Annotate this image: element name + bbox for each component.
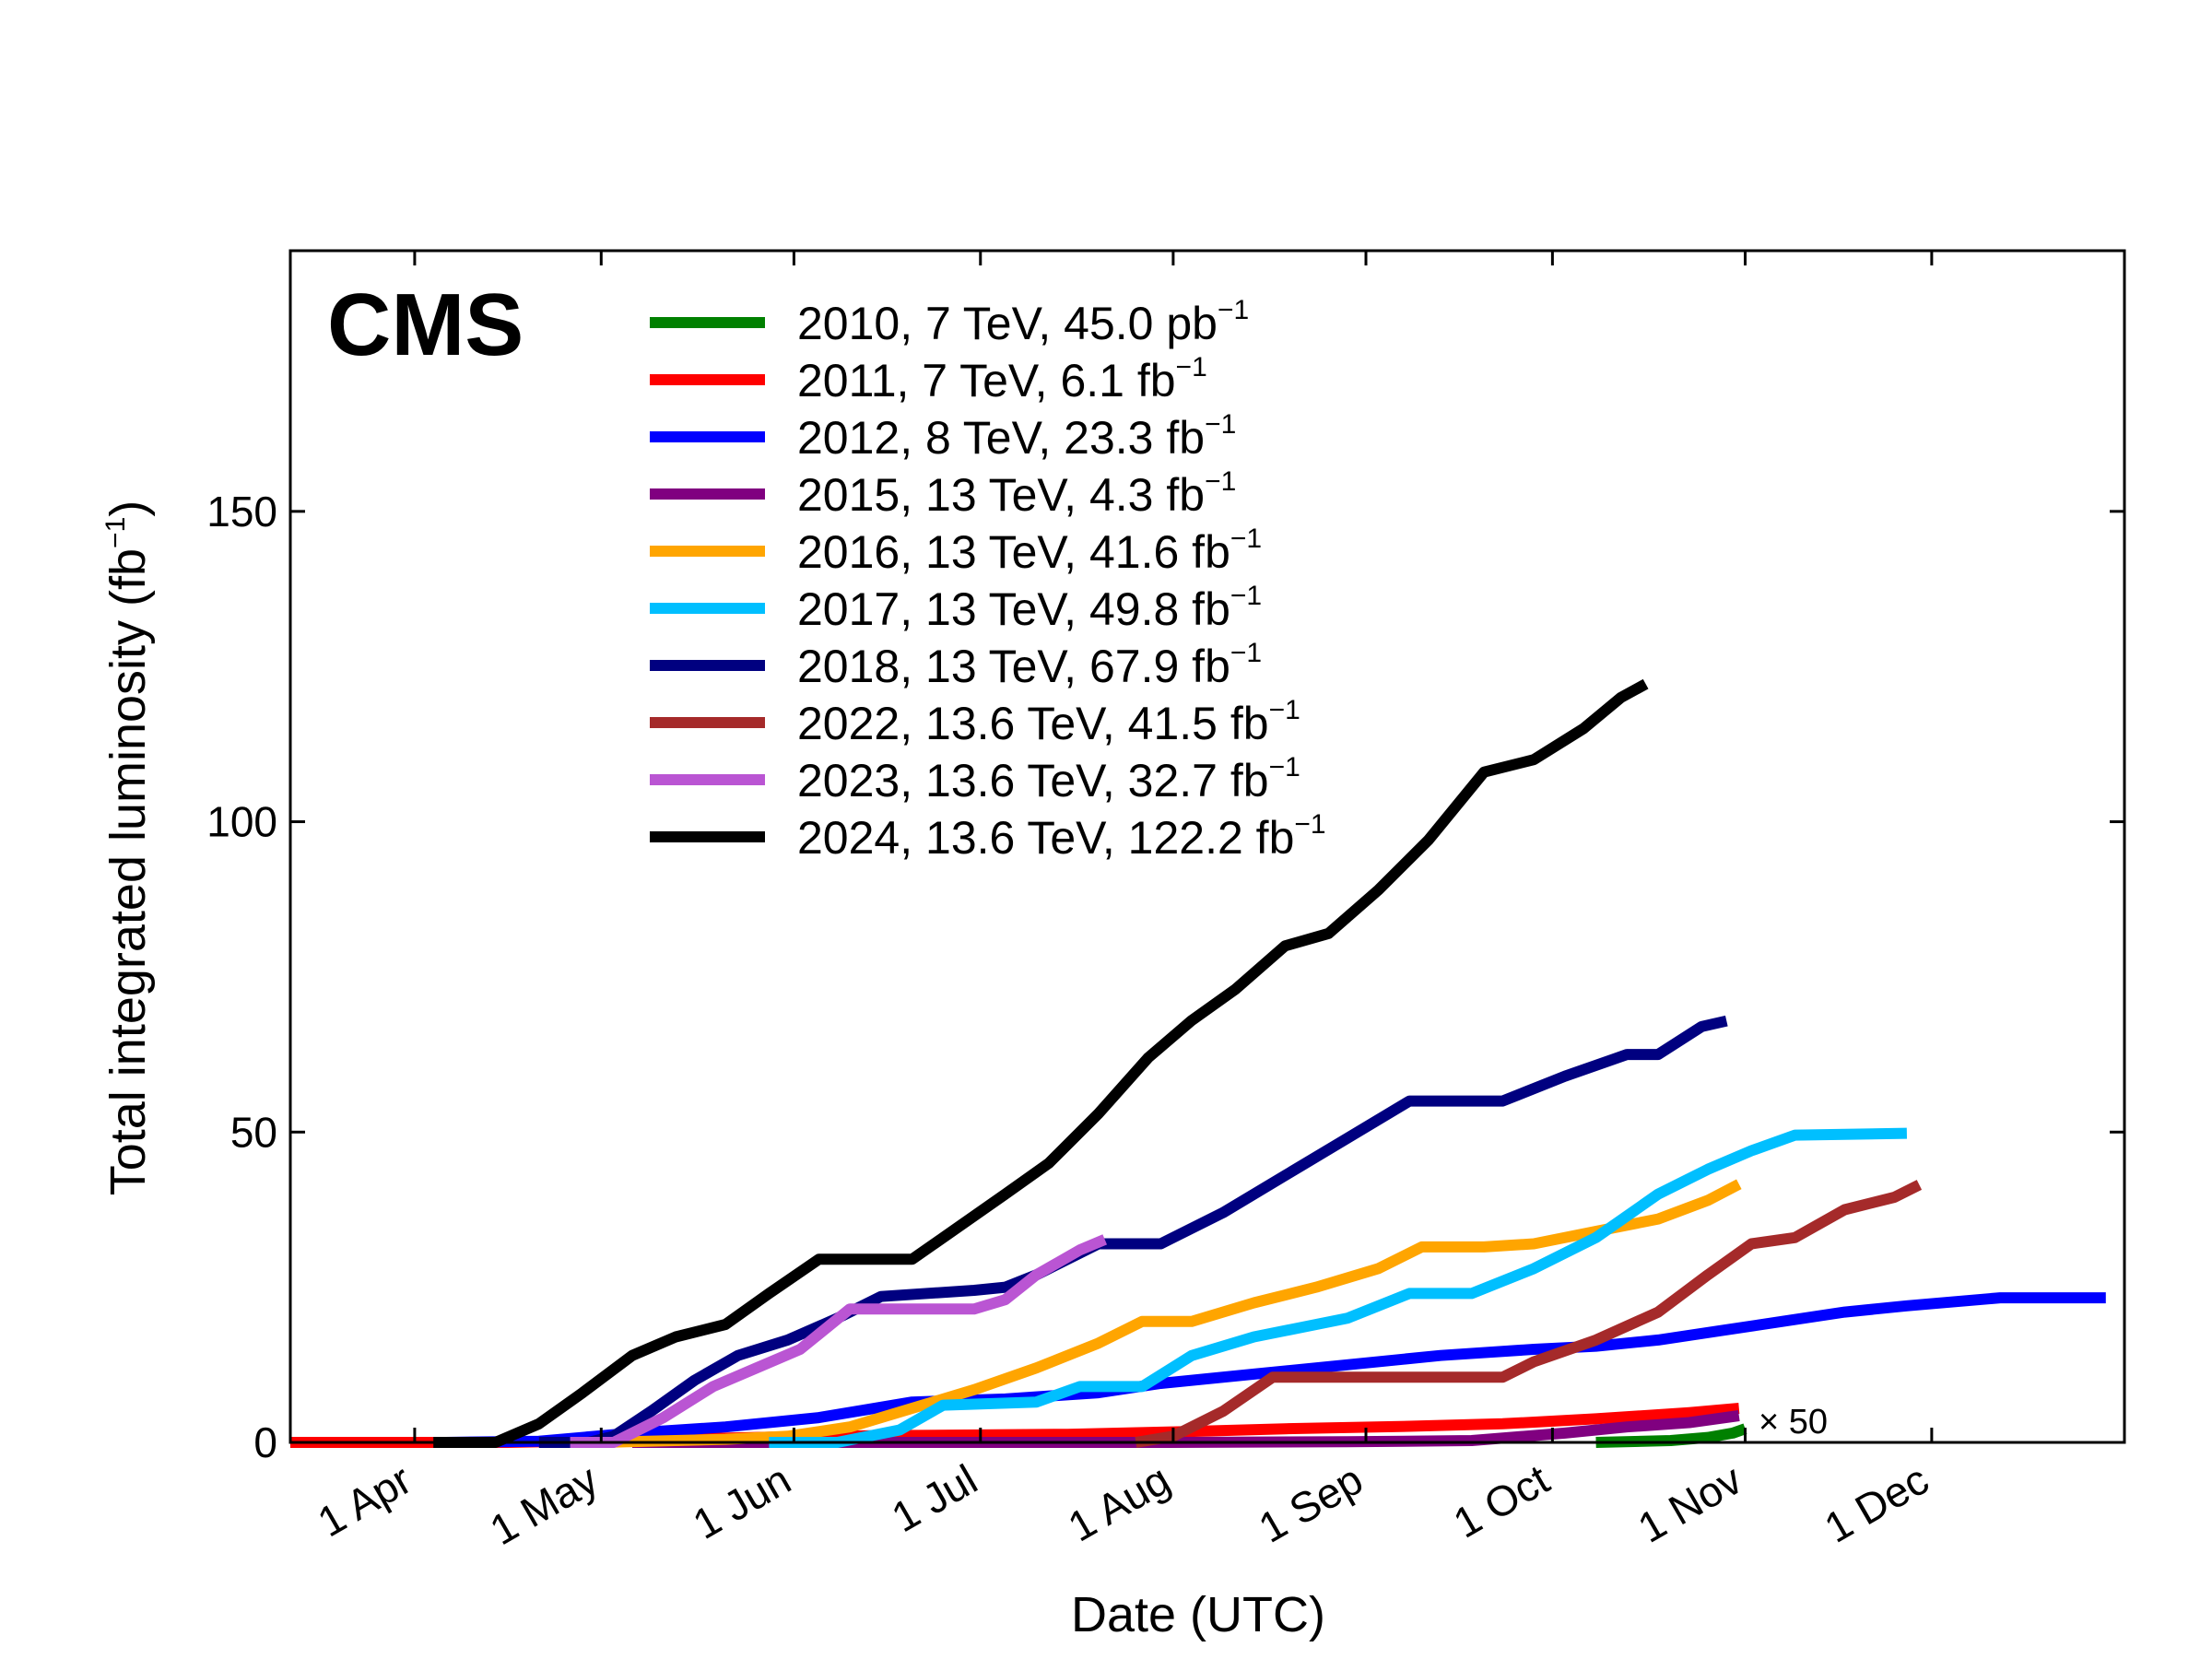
legend-entry-2017: 2017, 13 TeV, 49.8 fb−1 bbox=[797, 581, 1262, 635]
y-tick-label: 150 bbox=[206, 488, 277, 535]
legend-entry-2016: 2016, 13 TeV, 41.6 fb−1 bbox=[797, 524, 1262, 578]
series-layer bbox=[290, 678, 2106, 1448]
legend-entry-2015: 2015, 13 TeV, 4.3 fb−1 bbox=[797, 466, 1236, 521]
experiment-label: CMS bbox=[327, 276, 524, 374]
x-axis-label: Date (UTC) bbox=[1071, 1587, 1325, 1642]
series-line-2022 bbox=[1135, 1180, 1923, 1448]
legend-entry-2012: 2012, 8 TeV, 23.3 fb−1 bbox=[797, 409, 1236, 464]
legend-entry-2010: 2010, 7 TeV, 45.0 pb−1 bbox=[797, 295, 1249, 349]
series-line-2017 bbox=[769, 1127, 1907, 1448]
legend-entry-2023: 2023, 13.6 TeV, 32.7 fb−1 bbox=[797, 752, 1300, 806]
series-line-2016 bbox=[601, 1179, 1742, 1448]
y-tick-label: 50 bbox=[230, 1108, 277, 1156]
y-axis-label-sup: −1 bbox=[100, 517, 131, 548]
series-line-2024 bbox=[433, 678, 1649, 1448]
legend-entry-2011: 2011, 7 TeV, 6.1 fb−1 bbox=[797, 352, 1207, 406]
y-tick-label: 100 bbox=[206, 798, 277, 846]
y-axis-label-main: Total integrated luminosity (fb bbox=[100, 548, 156, 1195]
y-axis-label-group: Total integrated luminosity (fb−1) bbox=[100, 500, 156, 1196]
y-axis-label: Total integrated luminosity (fb−1) bbox=[100, 500, 156, 1196]
legend-entry-2022: 2022, 13.6 TeV, 41.5 fb−1 bbox=[797, 695, 1300, 749]
legend-entry-2024: 2024, 13.6 TeV, 122.2 fb−1 bbox=[797, 809, 1326, 864]
y-axis-label-close: ) bbox=[100, 500, 156, 517]
scale-annotation: × 50 bbox=[1759, 1403, 1828, 1441]
plot-frame bbox=[288, 249, 2126, 1444]
legend-entry-2018: 2018, 13 TeV, 67.9 fb−1 bbox=[797, 638, 1262, 692]
y-tick-label: 0 bbox=[253, 1418, 277, 1466]
series-line-2012 bbox=[445, 1292, 2106, 1448]
series-line-2023 bbox=[570, 1234, 1108, 1448]
